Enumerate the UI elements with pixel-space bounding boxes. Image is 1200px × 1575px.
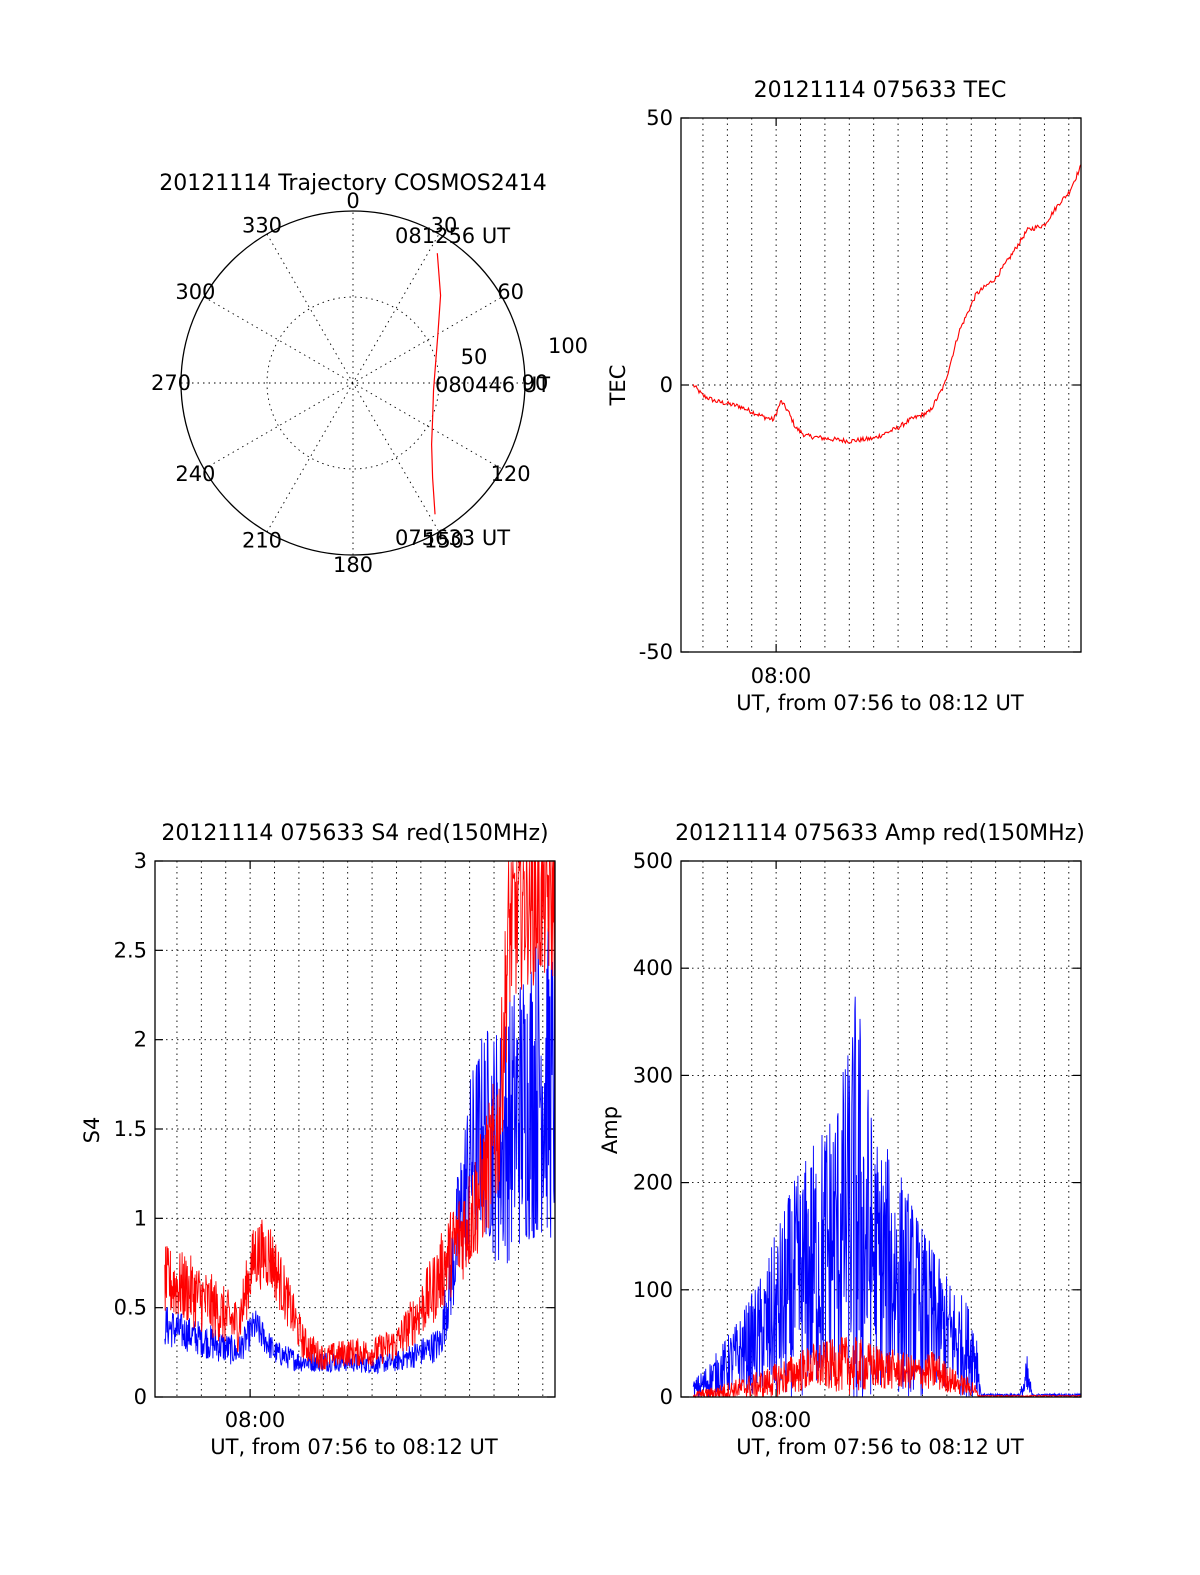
- amp-y-tick-label: 500: [633, 849, 673, 873]
- tec-panel: 20121114 075633 TEC -50 0 50 08:00 UT, fro…: [606, 78, 1082, 715]
- azimuth-label-120: 120: [491, 462, 531, 486]
- tec-y-ticks: -50 0 50: [639, 106, 1081, 664]
- amp-series-line-1: [692, 996, 1082, 1398]
- tec-y-tick-label: 0: [660, 373, 673, 397]
- polar-inner-ring: [266, 296, 440, 470]
- tec-grid: [681, 118, 1081, 652]
- tec-y-axis-label: TEC: [606, 365, 630, 407]
- s4-y-tick-label: 0: [134, 1385, 147, 1409]
- polar-title: 20121114 Trajectory COSMOS2414: [159, 171, 546, 196]
- trajectory-start-label: 075633 UT: [395, 526, 510, 550]
- azimuth-label-270: 270: [151, 371, 191, 395]
- s4-y-tick-label: 1.5: [114, 1117, 147, 1141]
- tec-series-line-1: [692, 164, 1082, 445]
- trajectory-line: [431, 253, 442, 515]
- polar-spoke: [266, 233, 440, 533]
- tec-x-tick-label: 08:00: [751, 664, 812, 688]
- amp-series-line-2: [692, 1337, 1082, 1399]
- s4-y-tick-label: 3: [134, 849, 147, 873]
- s4-x-axis-label: UT, from 07:56 to 08:12 UT: [210, 1435, 498, 1459]
- radial-label-50: 50: [461, 345, 488, 369]
- tec-series: [692, 164, 1082, 445]
- tec-y-tick-label: -50: [639, 640, 673, 664]
- azimuth-label-150: 150: [424, 529, 464, 553]
- s4-panel: 20121114 075633 S4 red(150MHz) 0 0.5 1 1.5 2…: [80, 821, 556, 1459]
- tec-frame: [680, 117, 1082, 653]
- azimuth-label-300: 300: [175, 280, 215, 304]
- azimuth-label-240: 240: [175, 462, 215, 486]
- s4-y-ticks: 0 0.5 1 1.5 2 2.5 3: [114, 849, 555, 1409]
- amp-y-tick-label: 200: [633, 1171, 673, 1195]
- polar-azimuth-labels: 0 30 60 90 120 150 180 210 240 270 300 3…: [151, 189, 548, 577]
- tec-x-axis-label: UT, from 07:56 to 08:12 UT: [736, 691, 1024, 715]
- s4-x-tick-label: 08:00: [225, 1408, 286, 1432]
- trajectory-end-label: 081256 UT: [395, 224, 510, 248]
- tec-y-tick-label: 50: [646, 106, 673, 130]
- amp-title: 20121114 075633 Amp red(150MHz): [675, 821, 1085, 846]
- amp-y-tick-label: 0: [660, 1385, 673, 1409]
- amp-y-tick-label: 100: [633, 1278, 673, 1302]
- s4-y-axis-label: S4: [80, 1117, 104, 1144]
- amp-x-tick-label: 08:00: [751, 1408, 812, 1432]
- s4-y-tick-label: 2: [134, 1028, 147, 1052]
- amp-series: [692, 996, 1082, 1399]
- radial-label-100: 100: [548, 334, 588, 358]
- azimuth-label-60: 60: [497, 280, 524, 304]
- s4-series: [164, 860, 556, 1375]
- s4-frame: [154, 860, 556, 1398]
- polar-trajectory-panel: 20121114 Trajectory COSMOS2414 0 30 60 9…: [151, 171, 588, 577]
- s4-y-tick-label: 0.5: [114, 1296, 147, 1320]
- azimuth-label-330: 330: [242, 213, 282, 237]
- s4-y-tick-label: 1: [134, 1206, 147, 1230]
- azimuth-label-0: 0: [346, 189, 359, 213]
- amp-frame: [680, 860, 1082, 1398]
- azimuth-label-210: 210: [242, 529, 282, 553]
- amp-y-tick-label: 400: [633, 956, 673, 980]
- amp-x-axis-label: UT, from 07:56 to 08:12 UT: [736, 1435, 1024, 1459]
- azimuth-label-30: 30: [431, 213, 458, 237]
- tec-title: 20121114 075633 TEC: [754, 78, 1007, 103]
- trajectory-mid-label: 080446 UT: [435, 373, 550, 397]
- amp-y-axis-label: Amp: [598, 1106, 622, 1154]
- s4-series-line-2: [164, 860, 556, 1371]
- s4-y-tick-label: 2.5: [114, 938, 147, 962]
- polar-spokes: [181, 211, 525, 555]
- s4-title: 20121114 075633 S4 red(150MHz): [161, 821, 548, 846]
- amp-y-tick-label: 300: [633, 1063, 673, 1087]
- azimuth-label-180: 180: [333, 553, 373, 577]
- azimuth-label-90: 90: [522, 371, 549, 395]
- amp-panel: 20121114 075633 Amp red(150MHz) 0 100 200 3…: [598, 821, 1085, 1459]
